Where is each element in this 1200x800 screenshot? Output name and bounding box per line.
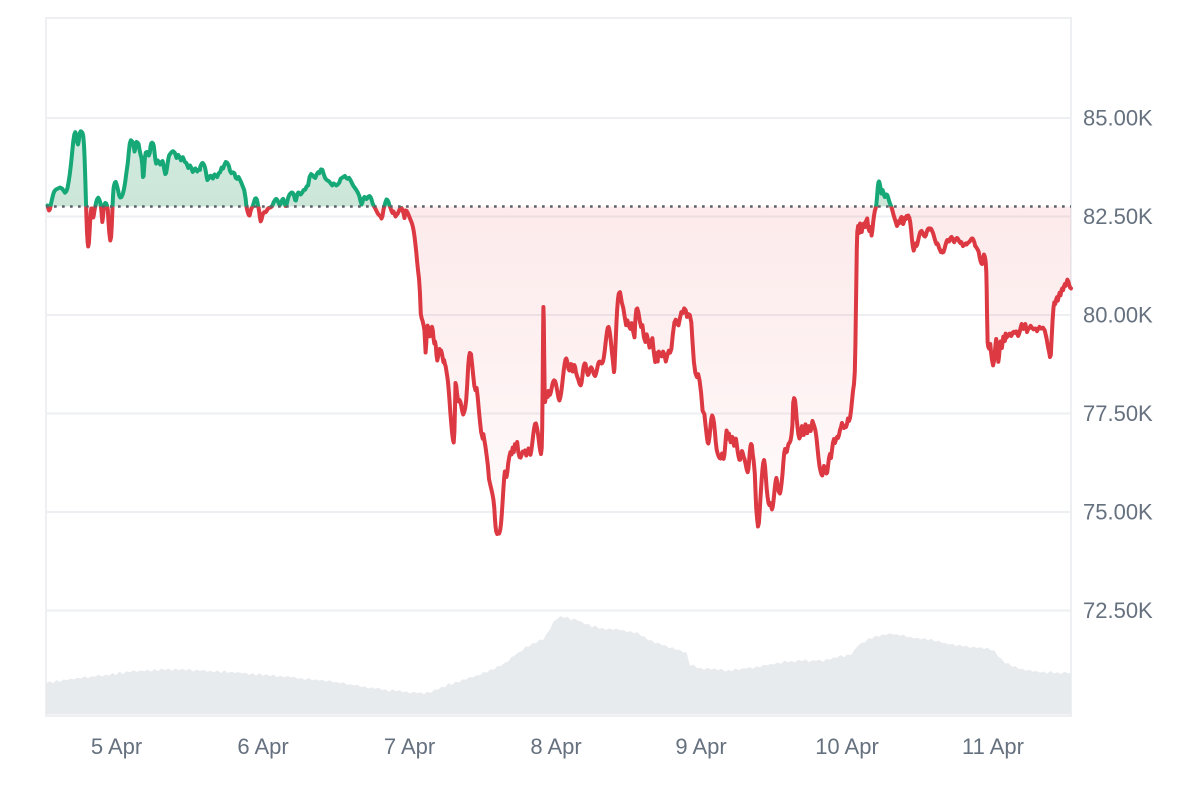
svg-text:72.50K: 72.50K — [1083, 598, 1153, 623]
svg-text:6 Apr: 6 Apr — [237, 734, 288, 759]
svg-text:5 Apr: 5 Apr — [91, 734, 142, 759]
svg-text:9 Apr: 9 Apr — [675, 734, 726, 759]
svg-text:10 Apr: 10 Apr — [815, 734, 879, 759]
svg-text:8 Apr: 8 Apr — [530, 734, 581, 759]
svg-text:77.50K: 77.50K — [1083, 401, 1153, 426]
svg-text:80.00K: 80.00K — [1083, 303, 1153, 328]
svg-text:75.00K: 75.00K — [1083, 500, 1153, 525]
svg-text:11 Apr: 11 Apr — [962, 734, 1024, 759]
svg-text:85.00K: 85.00K — [1083, 106, 1153, 131]
svg-text:82.50K: 82.50K — [1083, 204, 1153, 229]
svg-text:7 Apr: 7 Apr — [384, 734, 435, 759]
